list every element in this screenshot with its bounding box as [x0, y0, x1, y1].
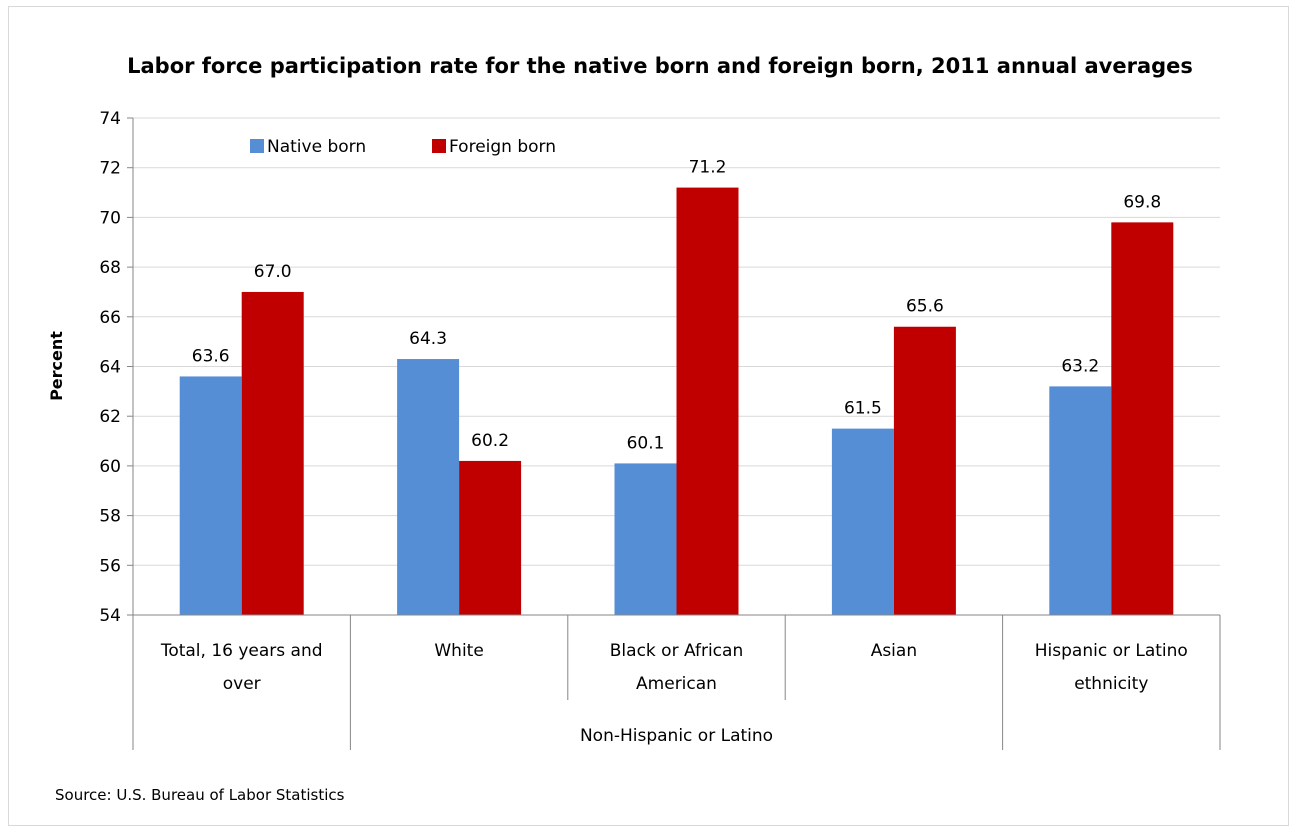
- bar: [676, 187, 739, 615]
- y-tick-label: 56: [99, 556, 121, 576]
- y-tick-label: 66: [99, 308, 121, 328]
- bar: [893, 326, 956, 615]
- bar: [1111, 222, 1174, 615]
- data-label: 63.6: [192, 346, 230, 366]
- y-tick-label: 60: [99, 457, 121, 477]
- data-label: 65.6: [906, 297, 944, 317]
- gridlines: [133, 117, 1220, 566]
- y-tick-label: 72: [99, 159, 121, 179]
- data-label: 71.2: [689, 158, 727, 178]
- data-label: 60.1: [627, 433, 665, 453]
- legend-label: Foreign born: [449, 137, 556, 157]
- bars: [179, 187, 1174, 615]
- data-labels: 63.6 67.0 64.3 60.2 60.1 71.2 61.5 65.6 63.2 69.8: [192, 158, 1161, 454]
- y-tick-label: 58: [99, 507, 121, 527]
- source-note: Source: U.S. Bureau of Labor Statistics: [55, 786, 345, 804]
- x-tick-label: Hispanic or Latino: [1035, 641, 1188, 661]
- x-tick-label: American: [636, 674, 717, 694]
- data-label: 67.0: [254, 262, 292, 282]
- x-tick-label: over: [223, 674, 261, 694]
- bar: [1049, 386, 1112, 615]
- x-tick-label: Black or African: [610, 641, 743, 661]
- bar: [459, 460, 522, 615]
- data-label: 69.8: [1123, 192, 1161, 212]
- legend: Native born Foreign born: [250, 137, 556, 157]
- chart-title: Labor force participation rate for the n…: [127, 54, 1193, 78]
- x-tick-label: White: [434, 641, 483, 661]
- legend-label: Native born: [267, 137, 366, 157]
- bar: [397, 359, 460, 615]
- y-tick-label: 62: [99, 407, 121, 427]
- axes: 54 56 58 60 62 64 66 68 70 72 74 Total, 16 years an…: [99, 109, 1221, 750]
- legend-swatch: [250, 139, 264, 153]
- y-axis-label: Percent: [47, 331, 66, 401]
- data-label: 61.5: [844, 399, 882, 419]
- x-tick-label: Total, 16 years and: [160, 641, 323, 661]
- bar: [179, 376, 242, 615]
- x-tick-label: Asian: [871, 641, 917, 661]
- data-label: 64.3: [409, 329, 447, 349]
- data-label: 63.2: [1061, 356, 1099, 376]
- group-label: Non-Hispanic or Latino: [580, 726, 773, 746]
- y-tick-label: 64: [99, 358, 121, 378]
- bar: [241, 291, 304, 615]
- y-tick-label: 74: [99, 109, 121, 129]
- x-tick-label: ethnicity: [1074, 674, 1148, 694]
- y-tick-label: 68: [99, 258, 121, 278]
- bar: [831, 428, 894, 615]
- data-label: 60.2: [471, 431, 509, 451]
- y-tick-label: 70: [99, 208, 121, 228]
- bar: [614, 463, 677, 615]
- y-tick-label: 54: [99, 606, 121, 626]
- legend-swatch: [432, 139, 446, 153]
